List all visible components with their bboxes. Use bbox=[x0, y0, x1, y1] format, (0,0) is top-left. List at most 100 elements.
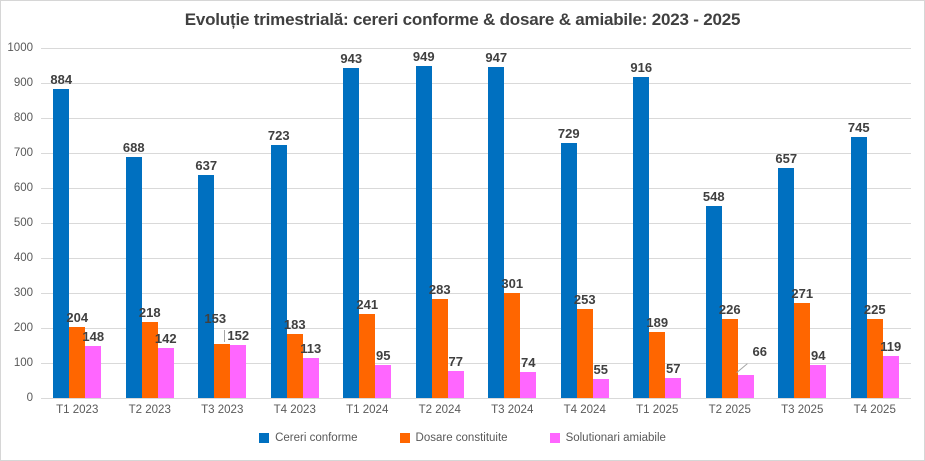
bar-dosare-constituite: 283 bbox=[429, 283, 451, 398]
bar-cereri-conforme: 729 bbox=[558, 127, 580, 398]
bar-cereri-conforme: 745 bbox=[848, 121, 870, 398]
bar-cereri-conforme: 943 bbox=[340, 52, 362, 398]
bar-dosare-constituite: 225 bbox=[864, 303, 886, 398]
bar-cereri-conforme: 723 bbox=[268, 129, 290, 398]
x-axis-category-label: T2 2023 bbox=[128, 404, 171, 416]
bar-value-label: 95 bbox=[376, 347, 391, 363]
x-axis-category-label: T3 2024 bbox=[491, 404, 534, 416]
bar-value-label: 225 bbox=[863, 302, 886, 318]
gridline bbox=[41, 48, 911, 49]
bar-value-label: 241 bbox=[356, 296, 379, 312]
chart-title: Evoluție trimestrială: cereri conforme &… bbox=[184, 10, 741, 29]
plot-area: 0 100 200 300 400 500 600 700 800 900 1000 884 204 14… bbox=[7, 42, 911, 404]
x-axis-category-label: T2 2024 bbox=[418, 404, 461, 416]
legend-label: Solutionari amiabile bbox=[565, 432, 666, 444]
gridline bbox=[41, 328, 911, 329]
bar-value-label: 637 bbox=[195, 158, 218, 174]
bar-value-label: 153 bbox=[204, 311, 227, 327]
bar-solutionari-amiabile: 77 bbox=[447, 355, 464, 398]
legend: Cereri conforme Dosare constituite Solutio… bbox=[1, 432, 924, 444]
y-axis-tick-label: 200 bbox=[13, 322, 33, 334]
bar-cereri-conforme: 657 bbox=[775, 152, 797, 398]
bar-solutionari-amiabile: 142 bbox=[155, 332, 177, 398]
bar-group-t2-2023: 688 218 142 bbox=[114, 48, 187, 398]
legend-color-swatch bbox=[259, 433, 270, 443]
bar-value-label: 119 bbox=[880, 339, 902, 355]
bar-solutionari-amiabile: 113 bbox=[300, 342, 321, 398]
x-axis-category-label: T4 2024 bbox=[563, 404, 606, 416]
bar-value-label: 189 bbox=[646, 314, 669, 330]
bar-value-label: 916 bbox=[630, 60, 653, 76]
bar-group-t3-2024: 947 301 74 bbox=[476, 48, 549, 398]
x-axis: T1 2023 T2 2023 T3 2023 T4 2023 T1 2024 T2 20… bbox=[41, 404, 911, 416]
bar-group-t3-2025: 657 271 94 bbox=[766, 48, 839, 398]
bar-value-label: 77 bbox=[448, 354, 463, 370]
label-leader-line bbox=[736, 363, 748, 373]
bar-value-label: 113 bbox=[300, 341, 322, 357]
x-axis-category-label: T2 2025 bbox=[708, 404, 751, 416]
legend-label: Cereri conforme bbox=[275, 432, 358, 444]
bar-group-t4-2024: 729 253 55 bbox=[549, 48, 622, 398]
legend-item-dosare-constituite: Dosare constituite bbox=[399, 432, 508, 444]
bar-dosare-constituite: 218 bbox=[139, 306, 161, 398]
bar-value-label: 142 bbox=[154, 331, 177, 347]
bar-value-label: 283 bbox=[428, 281, 451, 297]
gridline bbox=[41, 363, 911, 364]
bar-value-label: 884 bbox=[50, 71, 73, 87]
bar-value-label: 152 bbox=[227, 327, 250, 343]
bar-value-label: 55 bbox=[593, 361, 608, 377]
legend-label: Dosare constituite bbox=[415, 432, 508, 444]
gridline bbox=[41, 188, 911, 189]
bar-solutionari-amiabile: 148 bbox=[82, 330, 104, 398]
bar-group-t2-2025: 548 226 66 bbox=[694, 48, 767, 398]
bar-value-label: 745 bbox=[847, 120, 870, 136]
bar-value-label: 148 bbox=[82, 329, 105, 345]
gridline bbox=[41, 398, 911, 399]
bar-cereri-conforme: 947 bbox=[485, 51, 507, 398]
gridline bbox=[41, 83, 911, 84]
bar-dosare-constituite: 189 bbox=[646, 316, 668, 398]
y-axis-tick-label: 100 bbox=[13, 357, 33, 369]
y-axis-tick-label: 0 bbox=[26, 392, 33, 404]
bar-group-t1-2024: 943 241 95 bbox=[331, 48, 404, 398]
bar-dosare-constituite: 204 bbox=[66, 311, 88, 398]
gridline bbox=[41, 293, 911, 294]
y-axis-tick-label: 600 bbox=[13, 182, 33, 194]
bar-dosare-constituite: 301 bbox=[501, 277, 523, 398]
label-leader-line bbox=[223, 330, 225, 343]
bar-value-label: 74 bbox=[521, 355, 536, 371]
bar-dosare-constituite: 183 bbox=[284, 318, 306, 398]
y-axis-tick-label: 700 bbox=[13, 147, 33, 159]
bar-dosare-constituite: 271 bbox=[791, 287, 813, 398]
bar-cereri-conforme: 884 bbox=[50, 73, 72, 398]
bar-cereri-conforme: 548 bbox=[703, 190, 725, 398]
legend-color-swatch bbox=[549, 433, 560, 443]
bar-value-label: 183 bbox=[283, 316, 306, 332]
bar-groups: 884 204 148 688 218 142 637 153 152 723 183 113 943 2… bbox=[41, 48, 911, 398]
bar-solutionari-amiabile: 74 bbox=[520, 356, 537, 398]
bar-dosare-constituite: 241 bbox=[356, 298, 378, 398]
bar-value-label: 943 bbox=[340, 50, 363, 66]
bar-solutionari-amiabile: 57 bbox=[665, 362, 682, 398]
bar-group-t3-2023: 637 153 152 bbox=[186, 48, 259, 398]
gridline bbox=[41, 153, 911, 154]
x-axis-category-label: T4 2025 bbox=[853, 404, 896, 416]
bar-group-t2-2024: 949 283 77 bbox=[404, 48, 477, 398]
bar-value-label: 253 bbox=[573, 292, 596, 308]
bar-value-label: 548 bbox=[702, 189, 725, 205]
legend-item-solutionari-amiabile: Solutionari amiabile bbox=[549, 432, 666, 444]
bar-cereri-conforme: 637 bbox=[195, 159, 217, 398]
legend-color-swatch bbox=[399, 433, 410, 443]
bar-cereri-conforme: 916 bbox=[630, 61, 652, 398]
x-axis-category-label: T1 2025 bbox=[636, 404, 679, 416]
bar-value-label: 723 bbox=[267, 127, 290, 143]
bar-group-t1-2025: 916 189 57 bbox=[621, 48, 694, 398]
bar-solutionari-amiabile: 66 bbox=[736, 345, 767, 398]
gridline bbox=[41, 258, 911, 259]
bar-value-label: 66 bbox=[752, 343, 767, 359]
bar-value-label: 271 bbox=[791, 286, 814, 302]
bar-value-label: 301 bbox=[501, 275, 524, 291]
bar-dosare-constituite: 153 bbox=[204, 312, 231, 398]
gridline bbox=[41, 118, 911, 119]
y-axis-tick-label: 900 bbox=[13, 77, 33, 89]
